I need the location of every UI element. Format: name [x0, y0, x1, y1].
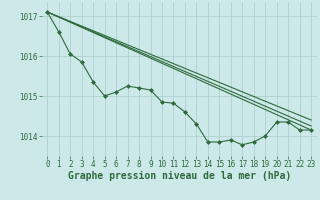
X-axis label: Graphe pression niveau de la mer (hPa): Graphe pression niveau de la mer (hPa) — [68, 171, 291, 181]
